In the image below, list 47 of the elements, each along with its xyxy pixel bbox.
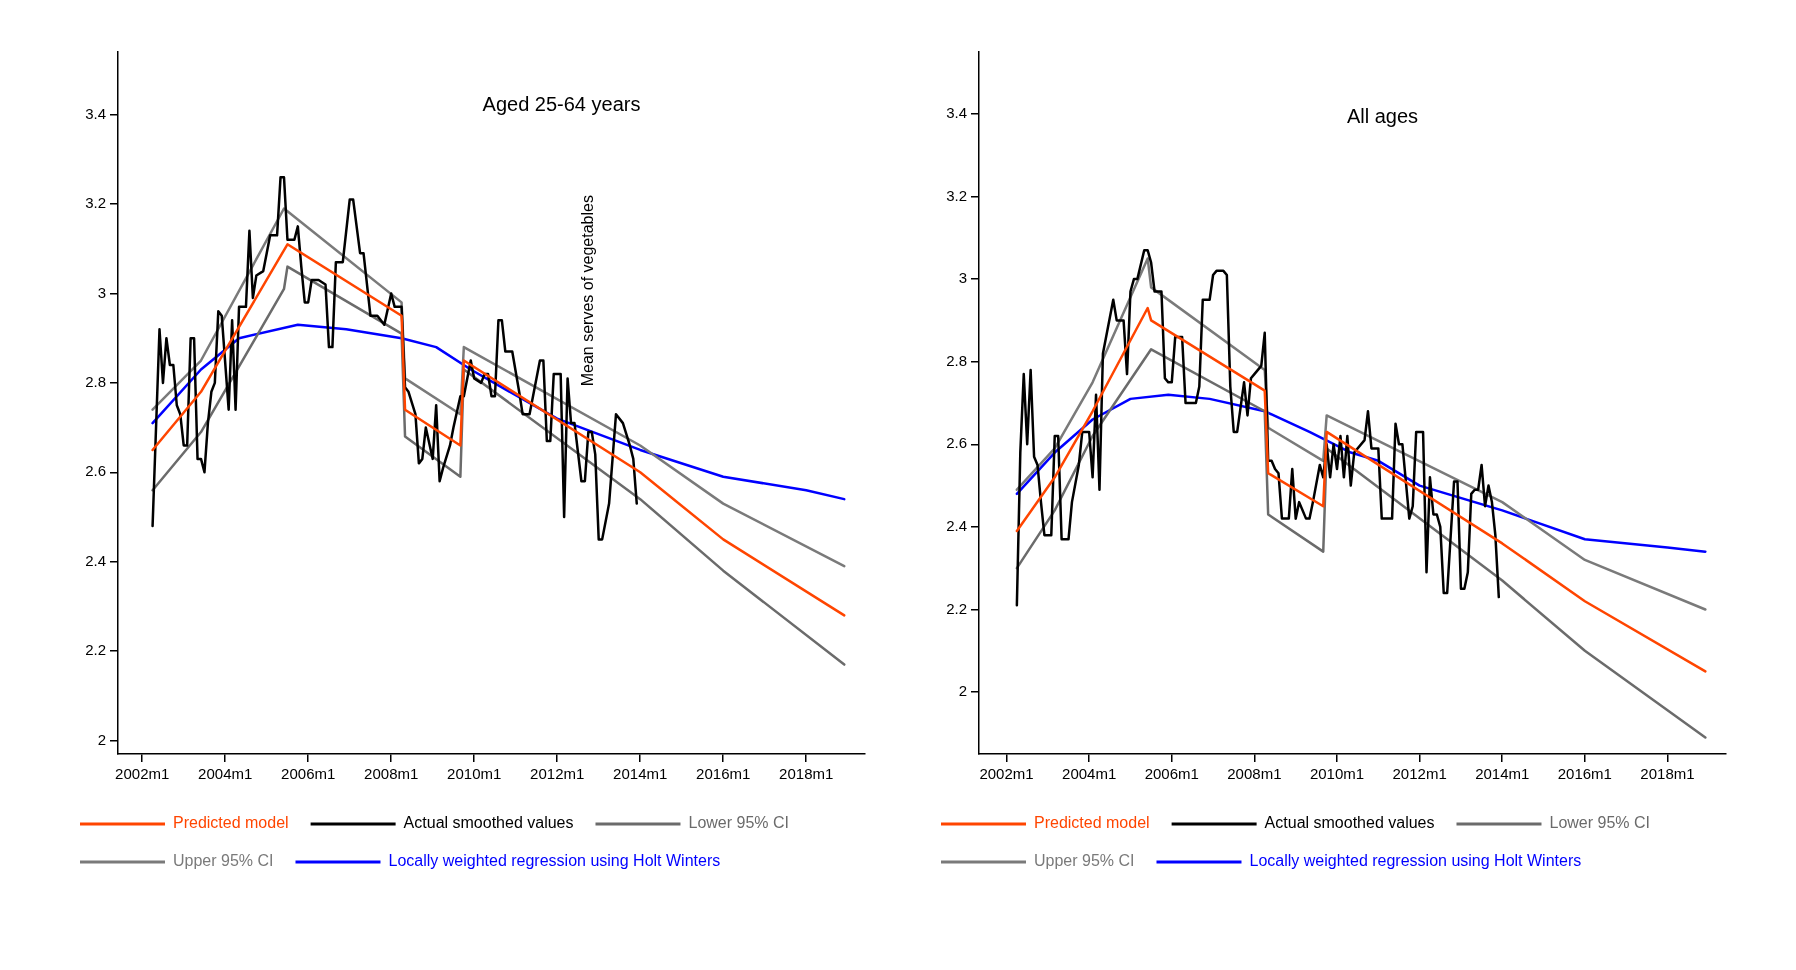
text: Lower 95% CI <box>1549 814 1650 832</box>
x-tick-label: 2018m1 <box>779 765 834 783</box>
x-tick-label: 2008m1 <box>364 765 419 783</box>
x-tick-label: 2014m1 <box>1475 765 1530 783</box>
text: Predicted model <box>173 814 289 832</box>
y-tick-label: 2.8 <box>946 351 967 369</box>
x-tick-label: 2014m1 <box>613 765 668 783</box>
y-tick-label: 2 <box>97 730 106 748</box>
annotation: Mean serves of vegetables <box>579 195 597 387</box>
text: Aged 25-64 years <box>482 92 641 115</box>
x-tick-label: 2008m1 <box>1227 765 1282 783</box>
y-tick-label: 2.4 <box>85 551 106 569</box>
x-tick-label: 2010m1 <box>447 765 502 783</box>
text: All ages <box>1346 104 1419 127</box>
text: Predicted model <box>1034 814 1150 832</box>
text: Lower 95% CI <box>688 814 789 832</box>
y-tick-label: 2.4 <box>946 517 967 535</box>
x-tick-label: 2012m1 <box>530 765 585 783</box>
text: Upper 95% CI <box>173 852 274 870</box>
text: Actual smoothed values <box>1264 814 1435 832</box>
x-tick-label: 2002m1 <box>115 765 170 783</box>
text: Actual smoothed values <box>403 814 574 832</box>
y-tick-label: 2 <box>958 682 967 700</box>
x-tick-label: 2006m1 <box>1144 765 1199 783</box>
text: Locally weighted regression using Holt Winters <box>1249 852 1582 870</box>
y-tick-label: 2.2 <box>85 641 106 659</box>
y-tick-label: 3.2 <box>946 186 967 204</box>
x-tick-label: 2004m1 <box>198 765 253 783</box>
x-tick-label: 2018m1 <box>1640 765 1695 783</box>
y-tick-label: 2.6 <box>946 434 967 452</box>
x-tick-label: 2012m1 <box>1392 765 1447 783</box>
y-tick-label: 2.6 <box>85 462 106 480</box>
y-tick-label: 2.8 <box>85 373 106 391</box>
text: Locally weighted regression using Holt Winters <box>388 852 721 870</box>
y-tick-label: 3 <box>97 283 106 301</box>
x-tick-label: 2006m1 <box>281 765 336 783</box>
y-tick-label: 3.4 <box>946 104 967 122</box>
text: Upper 95% CI <box>1034 852 1135 870</box>
x-tick-label: 2016m1 <box>696 765 751 783</box>
x-tick-label: 2016m1 <box>1557 765 1612 783</box>
y-tick-label: 3.4 <box>85 104 106 122</box>
x-tick-label: 2002m1 <box>979 765 1034 783</box>
y-tick-label: 3 <box>958 269 967 287</box>
x-tick-label: 2010m1 <box>1309 765 1365 783</box>
x-tick-label: 2004m1 <box>1062 765 1117 783</box>
y-tick-label: 2.2 <box>946 599 967 617</box>
y-tick-label: 3.2 <box>85 194 106 212</box>
